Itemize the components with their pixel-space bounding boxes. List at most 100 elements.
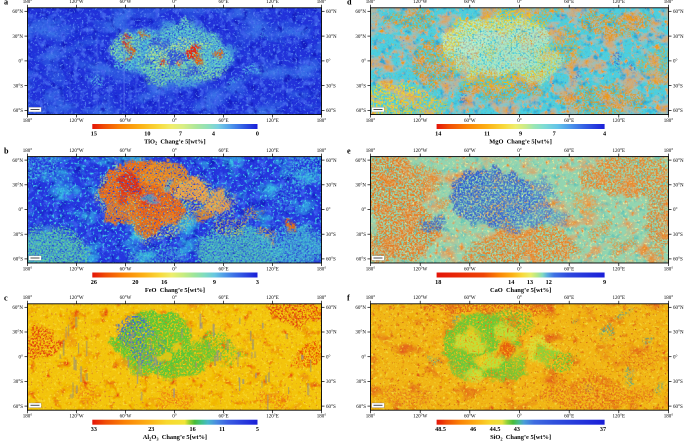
- svg-text:180°: 180°: [664, 119, 674, 124]
- svg-text:0°: 0°: [517, 149, 522, 154]
- svg-text:120°E: 120°E: [266, 0, 279, 5]
- svg-text:120°W: 120°W: [413, 0, 427, 5]
- svg-text:180°: 180°: [366, 149, 376, 154]
- svg-text:23: 23: [148, 426, 154, 433]
- svg-text:60°N: 60°N: [326, 10, 337, 15]
- svg-text:120°W: 120°W: [69, 415, 83, 420]
- svg-text:180°: 180°: [366, 415, 376, 420]
- svg-text:30°S: 30°S: [13, 84, 23, 89]
- svg-text:30°S: 30°S: [13, 233, 23, 238]
- svg-text:a: a: [4, 0, 8, 7]
- svg-text:60°W: 60°W: [120, 0, 132, 5]
- svg-text:60°W: 60°W: [464, 415, 476, 420]
- svg-text:60°S: 60°S: [673, 109, 683, 114]
- svg-text:60°W: 60°W: [120, 149, 132, 154]
- svg-text:0°: 0°: [517, 296, 522, 301]
- svg-text:30°S: 30°S: [673, 233, 683, 238]
- svg-text:120°W: 120°W: [413, 415, 427, 420]
- svg-text:60°N: 60°N: [355, 306, 366, 311]
- svg-text:60°W: 60°W: [464, 149, 476, 154]
- svg-text:30°N: 30°N: [673, 35, 684, 40]
- svg-text:60°S: 60°S: [356, 258, 366, 263]
- svg-text:0°: 0°: [19, 355, 24, 360]
- svg-text:0°: 0°: [172, 268, 177, 273]
- svg-text:60°E: 60°E: [564, 119, 574, 124]
- svg-text:0°: 0°: [326, 355, 331, 360]
- svg-text:180°: 180°: [664, 268, 674, 273]
- svg-text:30°S: 30°S: [326, 233, 336, 238]
- svg-text:0: 0: [256, 130, 259, 137]
- svg-text:60°E: 60°E: [218, 149, 228, 154]
- svg-text:60°W: 60°W: [464, 119, 476, 124]
- svg-text:43: 43: [514, 426, 520, 433]
- svg-text:30°S: 30°S: [356, 380, 366, 385]
- svg-text:120°W: 120°W: [413, 268, 427, 273]
- svg-text:0°: 0°: [326, 60, 331, 65]
- svg-text:180°: 180°: [664, 149, 674, 154]
- svg-text:60°N: 60°N: [355, 10, 366, 15]
- svg-text:180°: 180°: [23, 296, 33, 301]
- svg-text:44.5: 44.5: [490, 426, 501, 433]
- svg-text:33: 33: [91, 426, 97, 433]
- svg-text:4: 4: [603, 130, 606, 137]
- svg-text:60°N: 60°N: [673, 10, 684, 15]
- svg-text:180°: 180°: [23, 415, 33, 420]
- svg-text:4: 4: [212, 130, 215, 137]
- svg-text:60°S: 60°S: [356, 405, 366, 410]
- svg-text:0°: 0°: [362, 355, 367, 360]
- svg-text:180°: 180°: [664, 0, 674, 5]
- svg-text:120°W: 120°W: [413, 149, 427, 154]
- svg-text:120°E: 120°E: [266, 415, 279, 420]
- svg-text:0°: 0°: [673, 208, 678, 213]
- svg-text:0°: 0°: [172, 119, 177, 124]
- svg-text:60°N: 60°N: [326, 159, 337, 164]
- svg-text:b: b: [4, 146, 9, 155]
- svg-text:180°: 180°: [317, 0, 327, 5]
- svg-text:120°E: 120°E: [613, 149, 626, 154]
- svg-text:0°: 0°: [517, 119, 522, 124]
- svg-text:60°E: 60°E: [218, 268, 228, 273]
- svg-text:9: 9: [213, 279, 216, 286]
- svg-text:14: 14: [435, 130, 441, 137]
- svg-text:60°E: 60°E: [564, 149, 574, 154]
- svg-text:30°N: 30°N: [355, 35, 366, 40]
- svg-text:30°N: 30°N: [12, 35, 23, 40]
- svg-text:120°E: 120°E: [266, 119, 279, 124]
- svg-text:60°S: 60°S: [326, 109, 336, 114]
- svg-text:d: d: [347, 0, 352, 7]
- svg-text:180°: 180°: [317, 296, 327, 301]
- svg-text:14: 14: [508, 279, 514, 286]
- svg-text:46: 46: [470, 426, 476, 433]
- svg-text:120°E: 120°E: [266, 268, 279, 273]
- svg-text:60°N: 60°N: [12, 159, 23, 164]
- svg-text:60°W: 60°W: [120, 268, 132, 273]
- svg-text:0°: 0°: [172, 149, 177, 154]
- svg-text:180°: 180°: [23, 0, 33, 5]
- svg-text:0°: 0°: [673, 60, 678, 65]
- svg-text:30°N: 30°N: [355, 331, 366, 336]
- svg-text:180°: 180°: [366, 119, 376, 124]
- svg-text:180°: 180°: [317, 415, 327, 420]
- svg-text:60°E: 60°E: [564, 0, 574, 5]
- svg-text:CaO Chang’e 5[wt%]: CaO Chang’e 5[wt%]: [490, 287, 551, 294]
- svg-text:30°N: 30°N: [326, 331, 337, 336]
- svg-text:11: 11: [219, 426, 225, 433]
- svg-text:60°E: 60°E: [218, 296, 228, 301]
- svg-text:120°W: 120°W: [69, 296, 83, 301]
- svg-text:0°: 0°: [517, 415, 522, 420]
- svg-text:60°S: 60°S: [326, 405, 336, 410]
- svg-text:60°S: 60°S: [13, 109, 23, 114]
- svg-text:120°W: 120°W: [413, 119, 427, 124]
- svg-text:0°: 0°: [172, 296, 177, 301]
- svg-text:16: 16: [161, 279, 167, 286]
- svg-text:60°W: 60°W: [464, 296, 476, 301]
- svg-text:0°: 0°: [517, 0, 522, 5]
- svg-text:20: 20: [132, 279, 138, 286]
- svg-text:120°E: 120°E: [613, 0, 626, 5]
- svg-text:0°: 0°: [362, 60, 367, 65]
- svg-text:30°N: 30°N: [355, 184, 366, 189]
- svg-text:60°W: 60°W: [120, 119, 132, 124]
- svg-text:180°: 180°: [664, 296, 674, 301]
- svg-text:60°S: 60°S: [326, 258, 336, 263]
- svg-text:0°: 0°: [172, 0, 177, 5]
